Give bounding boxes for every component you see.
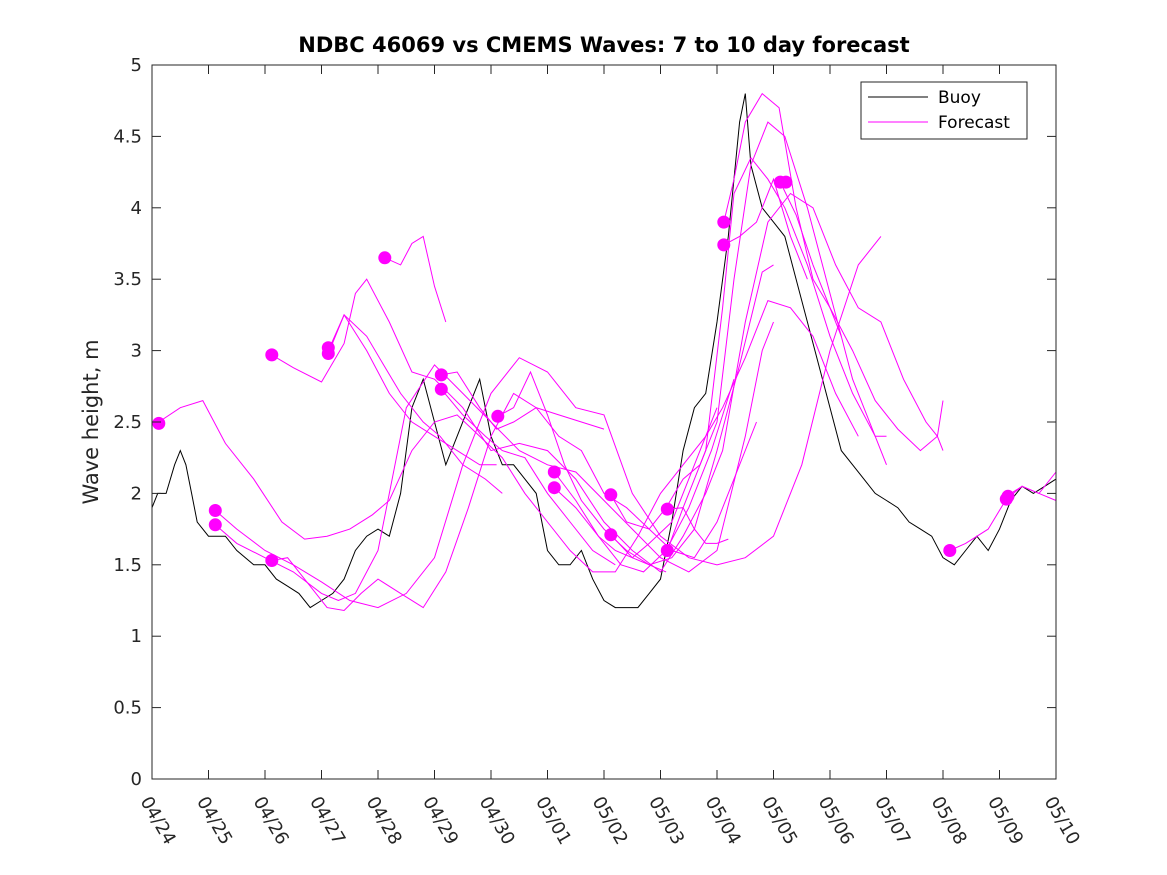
- legend-box: [860, 81, 1028, 140]
- forecast-series-line-19: [723, 177, 808, 280]
- y-tick-label: 4: [131, 198, 142, 219]
- plot-area: [152, 65, 1056, 779]
- forecast-start-marker: [604, 488, 618, 502]
- forecast-series-line-16: [667, 507, 729, 544]
- chart-title: NDBC 46069 vs CMEMS Waves: 7 to 10 day f…: [298, 33, 909, 57]
- forecast-start-marker: [208, 518, 222, 532]
- forecast-start-marker: [660, 502, 674, 516]
- forecast-start-marker: [660, 544, 674, 557]
- forecast-series-line-7: [327, 314, 503, 494]
- forecast-series-line-15: [610, 534, 667, 573]
- forecast-series-line-11: [497, 264, 774, 566]
- forecast-series-line-4: [271, 192, 944, 573]
- forecast-series-line-14: [610, 121, 887, 530]
- y-axis-label: Wave height, m: [79, 339, 103, 504]
- y-tick-label: 2.5: [113, 412, 142, 433]
- forecast-series-line-22: [1006, 471, 1057, 497]
- forecast-series-line-20: [779, 181, 842, 337]
- y-tick-label: 1.5: [113, 555, 142, 576]
- y-tick-label: 1: [131, 626, 142, 647]
- forecast-series-line-18: [723, 92, 944, 452]
- forecast-start-marker: [265, 348, 279, 362]
- legend: Buoy Forecast: [860, 81, 1028, 140]
- legend-buoy-label: Buoy: [938, 88, 981, 108]
- forecast-series-line-2: [214, 236, 882, 609]
- forecast-start-marker: [547, 465, 561, 479]
- y-tick-label: 2: [131, 483, 142, 504]
- forecast-series-line-9: [441, 371, 605, 430]
- y-tick-label: 0.5: [113, 698, 142, 719]
- forecast-start-marker: [321, 347, 335, 360]
- forecast-series-line-1: [158, 299, 859, 573]
- series-layer: [151, 92, 1057, 612]
- forecast-start-marker: [1001, 489, 1015, 503]
- marker-layer: [152, 175, 1015, 567]
- y-tick-label: 0: [131, 769, 142, 790]
- y-tick-label: 3.5: [113, 269, 142, 290]
- forecast-start-marker: [547, 481, 561, 495]
- forecast-series-line-12: [553, 379, 735, 573]
- legend-forecast-label: Forecast: [938, 113, 1010, 133]
- y-tick-label: 4.5: [113, 126, 142, 147]
- forecast-series-line-6: [327, 313, 497, 466]
- forecast-start-marker: [152, 416, 166, 430]
- forecast-start-marker: [717, 238, 731, 252]
- forecast-start-marker: [378, 251, 392, 265]
- forecast-start-marker: [717, 215, 731, 229]
- forecast-start-marker: [265, 554, 279, 567]
- forecast-start-marker: [604, 528, 618, 542]
- y-tick-label: 5: [131, 55, 142, 76]
- buoy-series-line: [151, 93, 1057, 609]
- forecast-series-line-17: [666, 156, 887, 551]
- forecast-series-line-10: [440, 388, 616, 566]
- forecast-start-marker: [434, 368, 448, 382]
- forecast-start-marker: [208, 504, 222, 517]
- y-tick-label: 3: [131, 341, 142, 362]
- forecast-start-marker: [491, 409, 505, 423]
- forecast-start-marker: [779, 175, 793, 189]
- forecast-start-marker: [434, 382, 448, 396]
- forecast-start-marker: [943, 544, 957, 557]
- forecast-series-line-8: [384, 235, 447, 323]
